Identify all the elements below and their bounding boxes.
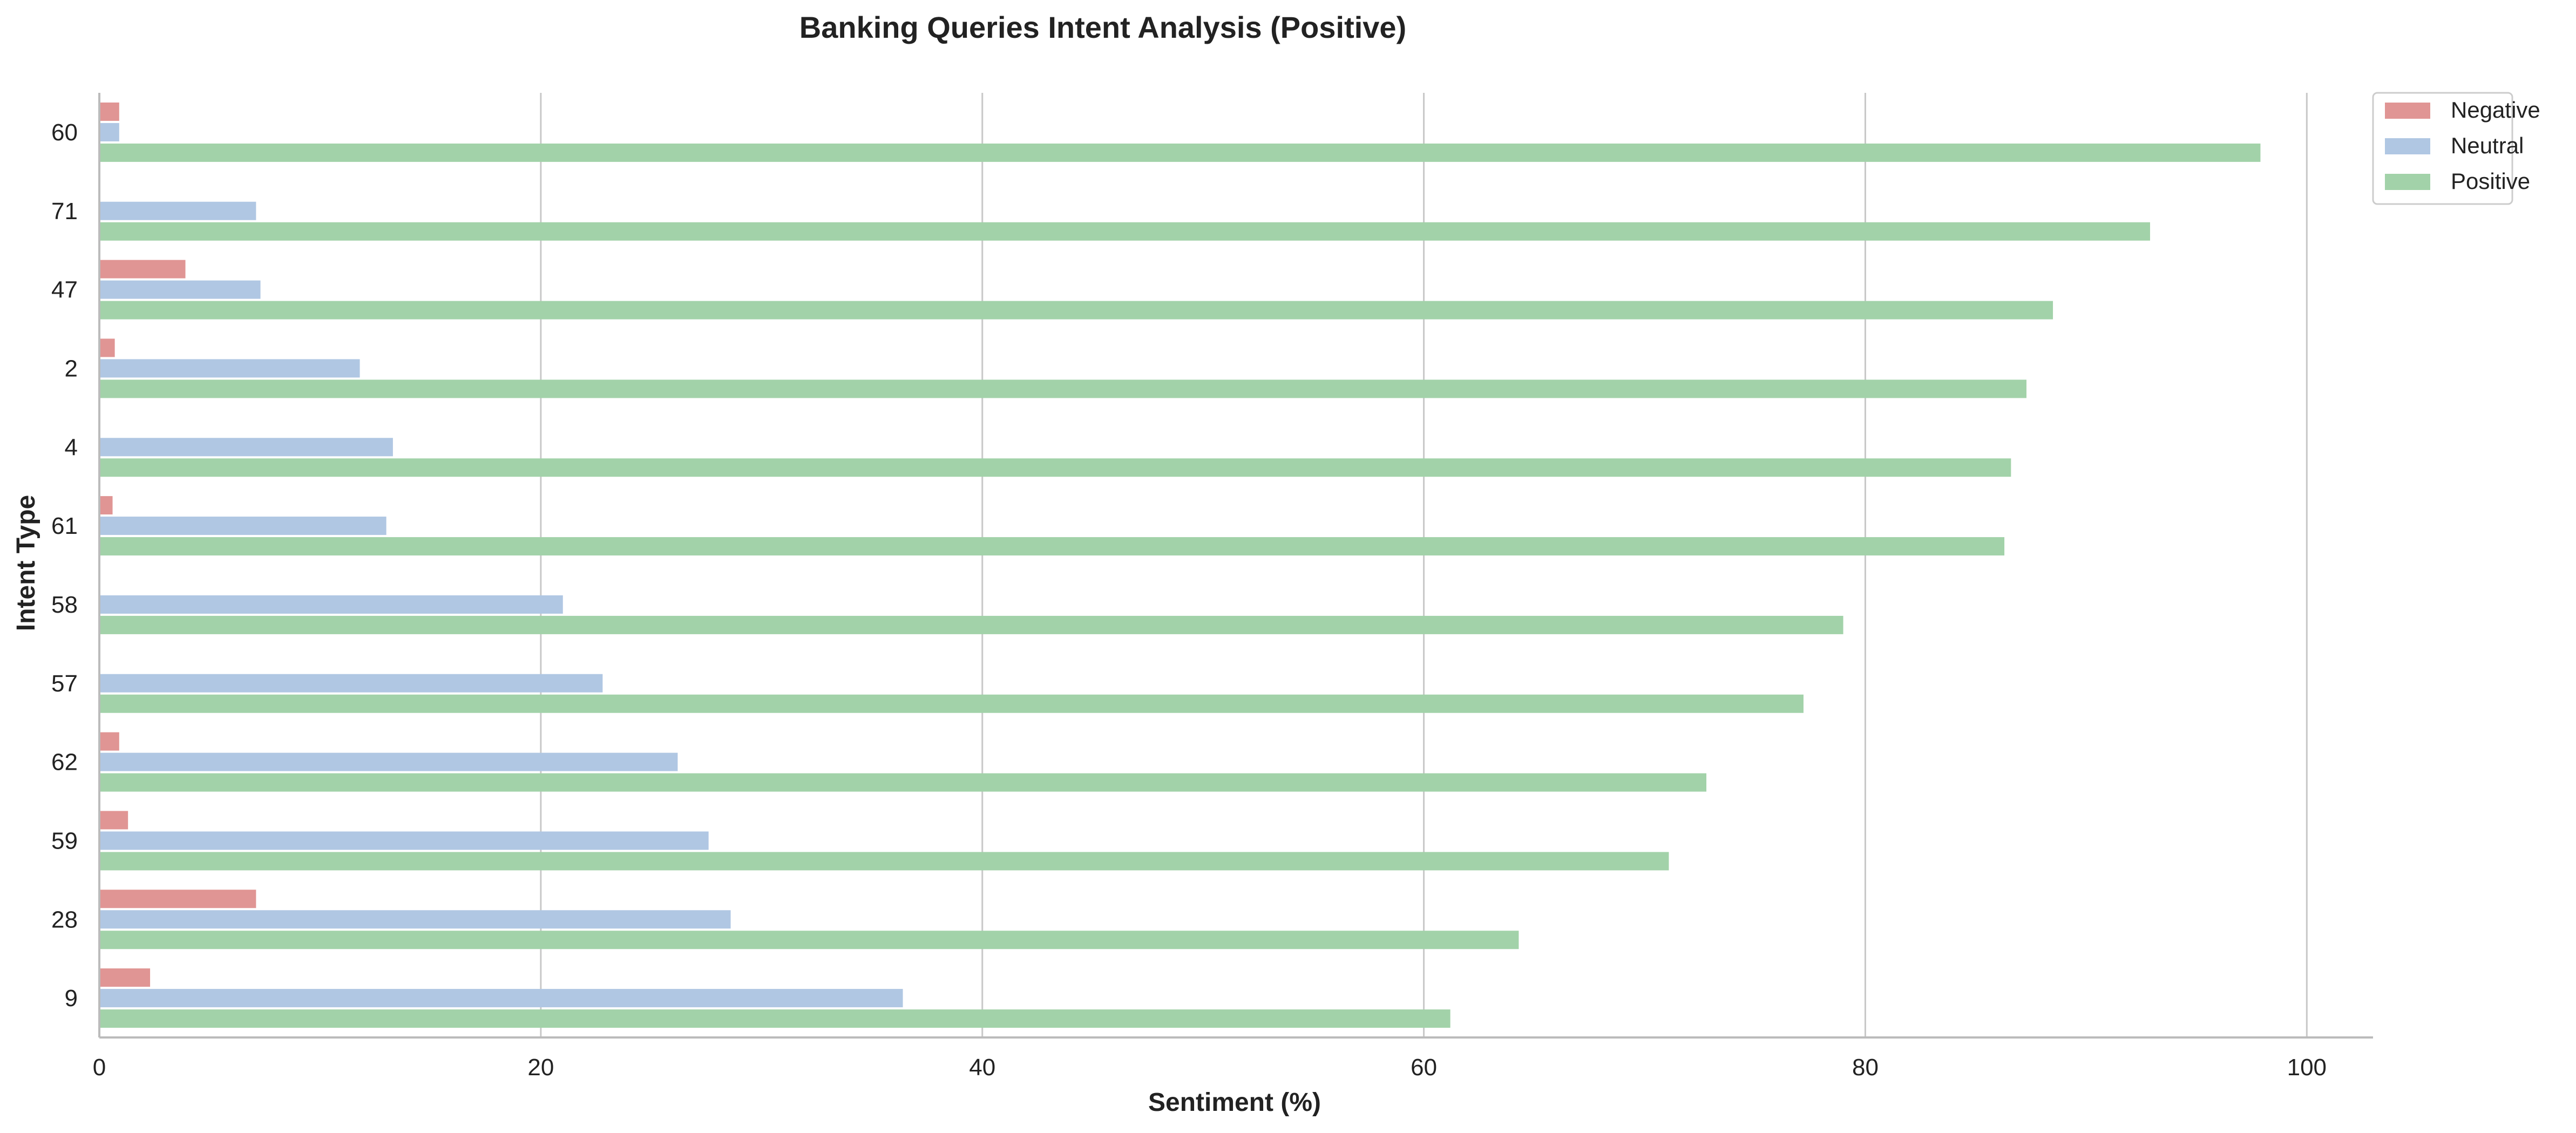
bar-positive [99,931,1519,949]
legend-swatch-positive [2385,174,2430,190]
bar-neutral [99,674,603,693]
bar-negative [99,890,256,908]
grid-layer [540,93,2308,1037]
bar-negative [99,811,128,830]
bar-neutral [99,517,387,535]
bar-positive [99,458,2011,477]
y-tick-label: 9 [65,985,78,1012]
bar-positive [99,301,2053,320]
legend-label-negative: Negative [2451,97,2540,123]
x-tick-label: 40 [969,1054,995,1081]
bar-negative [99,496,113,515]
y-tick-label: 71 [51,198,78,225]
bar-neutral [99,595,563,614]
x-tick-label: 0 [93,1054,106,1081]
legend-label-neutral: Neutral [2451,133,2524,158]
bar-positive [99,852,1669,871]
bar-neutral [99,989,903,1008]
bar-positive [99,379,2026,398]
bar-positive [99,222,2150,241]
bar-neutral [99,123,119,141]
bar-positive [99,537,2005,556]
bar-negative [99,102,119,121]
bar-positive [99,143,2261,162]
x-tick-label: 20 [527,1054,554,1081]
legend-label-positive: Positive [2451,168,2530,194]
bar-neutral [99,910,731,929]
axis-layer [98,93,2373,1039]
bar-negative [99,338,115,357]
bar-positive [99,615,1843,634]
tick-layer: 60 71 47 2 4 61 58 57 62 59 28 9 0 20 40 60 80 100 [51,119,2327,1081]
bar-negative [99,968,151,987]
bar-layer [99,102,2261,1028]
bar-positive [99,773,1707,792]
bar-neutral [99,752,678,771]
y-tick-label: 62 [51,749,78,776]
bar-positive [99,694,1804,713]
y-tick-label: 60 [51,119,78,146]
bar-negative [99,732,119,751]
bar-neutral [99,280,261,299]
legend-swatch-neutral [2385,138,2430,154]
bar-negative [99,260,186,279]
x-tick-label: 100 [2287,1054,2327,1081]
legend: Negative Neutral Positive [2372,92,2540,205]
y-tick-label: 2 [65,355,78,382]
bar-neutral [99,359,360,378]
y-tick-label: 28 [51,906,78,933]
x-axis-label: Sentiment (%) [1148,1088,1321,1117]
bar-neutral [99,438,393,457]
y-tick-label: 47 [51,277,78,303]
legend-swatch-negative [2385,103,2430,119]
y-axis-label: Intent Type [12,495,40,631]
x-tick-label: 80 [1852,1054,1879,1081]
x-tick-label: 60 [1411,1054,1437,1081]
chart-title: Banking Queries Intent Analysis (Positiv… [799,10,1406,44]
y-tick-label: 59 [51,827,78,854]
legend-items: Negative Neutral Positive [2385,97,2540,194]
y-tick-label: 4 [65,434,78,460]
y-tick-label: 57 [51,670,78,697]
y-tick-label: 58 [51,592,78,618]
bar-neutral [99,201,256,220]
y-tick-label: 61 [51,513,78,539]
bar-positive [99,1009,1450,1028]
bar-neutral [99,831,709,850]
